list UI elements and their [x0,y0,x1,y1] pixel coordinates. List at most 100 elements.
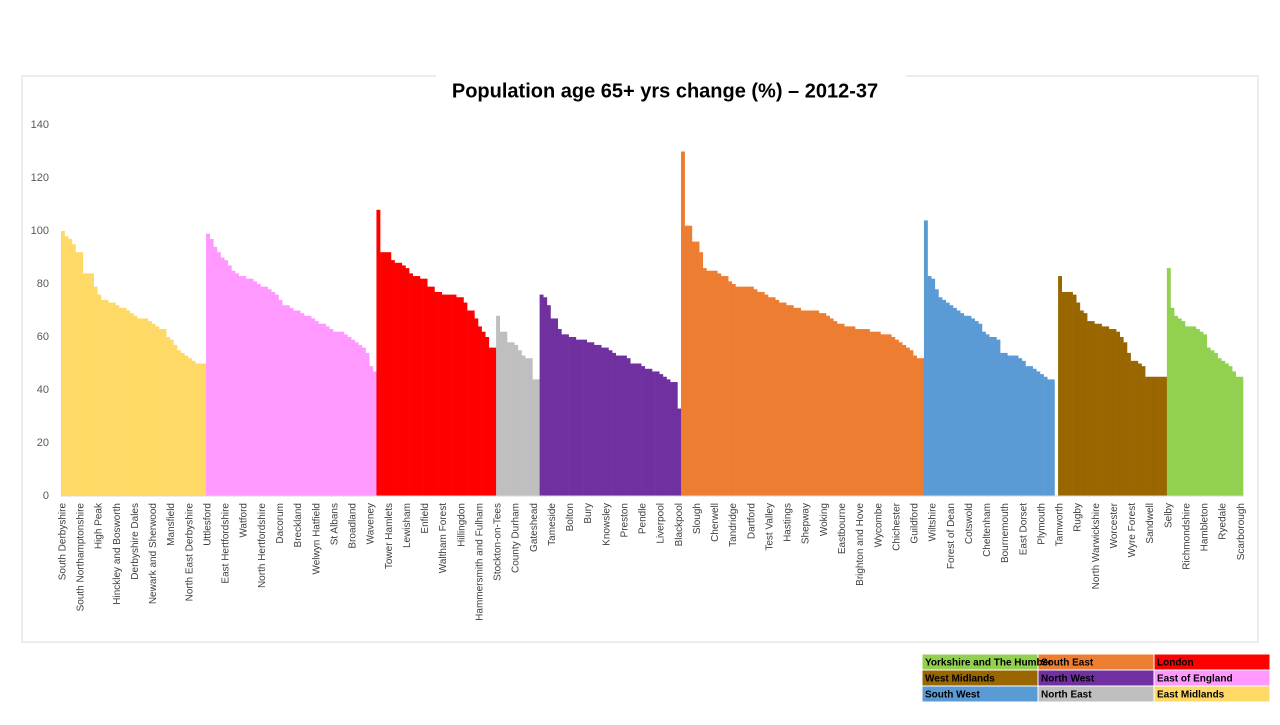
bar [401,265,406,496]
bar [739,286,743,496]
legend-label: West Midlands [925,674,995,685]
bar [913,355,917,496]
bar [1130,360,1135,496]
bar [202,363,207,496]
bar [876,331,881,496]
bar [311,318,316,496]
x-tick-label: Tameside [547,503,558,546]
x-tick-label: Bury [583,503,594,524]
x-tick-label: Sandwell [1145,503,1156,544]
bar [1094,323,1099,496]
bar [115,305,120,496]
bar [1101,326,1106,496]
x-tick-label: Watford [239,503,250,538]
bar [938,297,943,496]
y-tick-label: 60 [37,331,49,343]
bar [826,315,830,496]
bar [695,241,700,496]
bar [677,408,682,496]
bar [604,347,609,496]
bar [1206,347,1211,496]
x-tick-label: Rugby [1073,503,1084,532]
bar [992,337,997,496]
bar [659,374,664,496]
bar [93,286,98,496]
bar [390,260,395,496]
bar [1184,326,1189,496]
bar [1047,379,1052,496]
x-tick-label: Hammersmith and Fulham [474,503,485,621]
bar [405,268,410,496]
bar [162,329,167,496]
bar [931,278,936,496]
legend-label: East of England [1157,674,1233,685]
bar [1195,329,1200,496]
bar [934,289,939,496]
x-tick-label: Cheltenham [982,503,993,557]
bar [220,257,225,496]
bar [1014,355,1019,496]
bar [1018,358,1023,496]
bar [1058,276,1063,496]
bar [775,299,780,496]
bar [684,225,689,496]
bar [771,297,776,496]
bar [778,302,783,496]
bar [380,252,384,496]
bar [180,352,185,496]
x-tick-label: South Northamptonshire [76,503,87,612]
bar [1007,355,1012,496]
bar [438,291,443,496]
bar [615,355,620,496]
bar [1083,313,1088,496]
bar [1029,366,1034,496]
bar [702,268,707,496]
bar [271,291,276,496]
y-tick-label: 100 [31,225,49,237]
bar [1210,350,1215,496]
bar [963,315,968,496]
bar [1159,376,1164,496]
bar [430,286,435,496]
x-tick-label: Cotswold [964,503,975,544]
x-tick-label: Richmondshire [1181,503,1192,570]
bar [546,305,551,496]
x-tick-label: North Warwickshire [1091,503,1102,590]
y-tick-label: 40 [37,384,49,396]
x-tick-label: Tower Hamlets [384,503,395,569]
bar [1188,326,1193,496]
bar [971,318,975,496]
bar [409,273,413,496]
bar [681,151,685,496]
bar [688,225,693,496]
bar [1235,376,1240,496]
bar [485,337,490,496]
bar [322,323,326,496]
bar [329,329,334,496]
bar [782,302,787,496]
x-tick-label: Selby [1163,503,1174,528]
bar [242,276,247,496]
bar [1192,326,1197,496]
title-box [436,70,906,110]
bar [568,337,573,496]
bar [260,286,265,496]
bar [1043,376,1048,496]
bar [717,273,722,496]
x-tick-label: East Hertfordshire [221,503,232,584]
bar [590,342,595,496]
bar [749,286,754,496]
bar [158,329,163,496]
x-tick-label: Tandridge [728,503,739,547]
bar [920,358,925,496]
bar [666,379,671,496]
bar [724,276,729,496]
bar [1068,291,1073,496]
bar [474,318,479,496]
x-tick-label: Hastings [783,503,794,542]
bar [452,294,457,496]
bar [300,313,305,496]
bar [187,358,192,496]
bar [836,323,841,496]
